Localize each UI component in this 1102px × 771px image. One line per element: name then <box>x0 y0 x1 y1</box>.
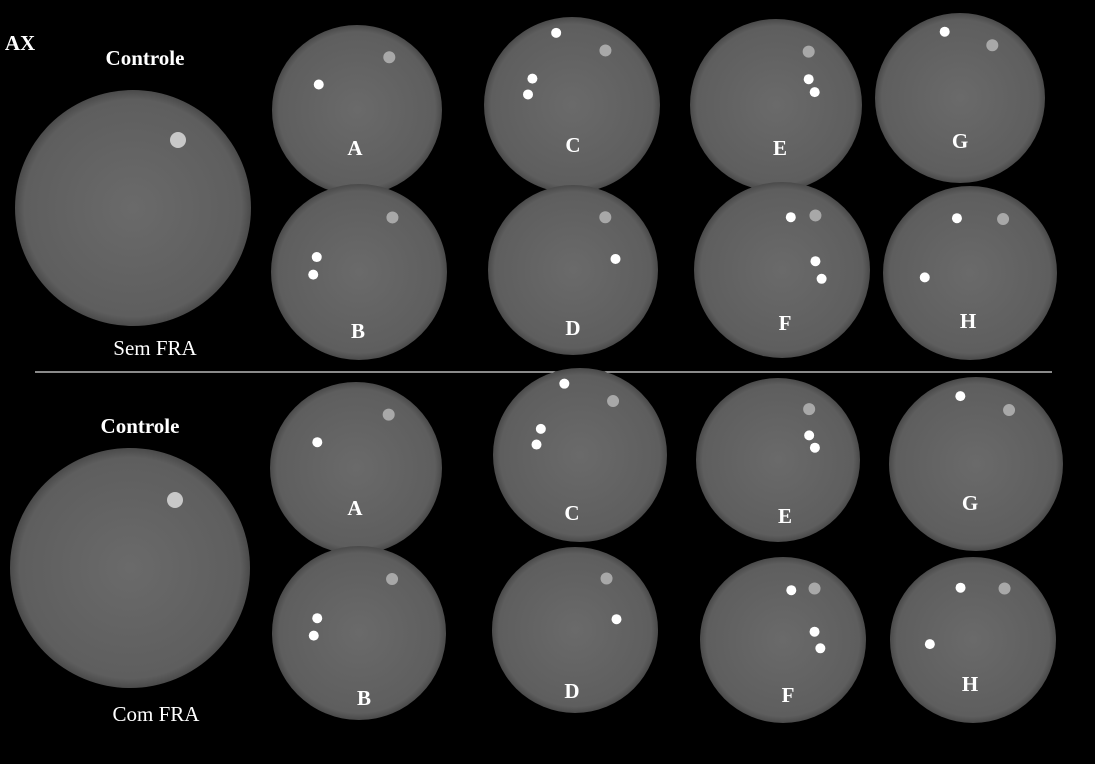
metal-marker <box>308 270 318 280</box>
metal-marker <box>559 379 569 389</box>
control-scan <box>10 448 250 688</box>
bead <box>803 403 815 415</box>
scan <box>890 557 1056 723</box>
metal-marker <box>312 613 322 623</box>
panel-label: H <box>962 672 978 696</box>
metal-marker <box>527 74 537 84</box>
bead <box>599 211 611 223</box>
metal-marker <box>532 440 542 450</box>
group-title: Controle <box>106 46 185 70</box>
scan <box>889 377 1063 551</box>
figure: AX Controle Sem FRA A C E G B D F H Controle Com FR… <box>0 0 1102 771</box>
panel-label: E <box>778 504 792 528</box>
group-caption: Com FRA <box>113 702 201 726</box>
panel-label: A <box>347 136 363 160</box>
bead <box>1003 404 1015 416</box>
metal-marker <box>786 585 796 595</box>
scan <box>690 19 862 191</box>
metal-marker <box>523 89 533 99</box>
panel-label: H <box>960 309 976 333</box>
bead <box>803 46 815 58</box>
metal-marker <box>312 437 322 447</box>
panel-label: F <box>779 311 792 335</box>
scan <box>272 25 442 195</box>
control-scan <box>15 90 251 326</box>
panel-label: C <box>565 133 580 157</box>
panel-label: E <box>773 136 787 160</box>
metal-marker <box>551 28 561 38</box>
scan <box>875 13 1045 183</box>
bead <box>997 213 1009 225</box>
panel-label: F <box>782 683 795 707</box>
bead <box>599 44 611 56</box>
metal-marker <box>810 87 820 97</box>
bead <box>383 51 395 63</box>
scan <box>484 17 660 193</box>
metal-marker <box>612 614 622 624</box>
group-title: Controle <box>101 414 180 438</box>
metal-marker <box>611 254 621 264</box>
scan <box>493 368 667 542</box>
metal-marker <box>952 213 962 223</box>
panel-label: D <box>565 316 580 340</box>
bead <box>383 409 395 421</box>
metal-marker <box>810 627 820 637</box>
metal-marker <box>956 583 966 593</box>
panel-label: B <box>357 686 371 710</box>
control-bead <box>167 492 183 508</box>
page: AX Controle Sem FRA A C E G B D F H Controle Com FR… <box>0 0 1102 771</box>
panel-label: G <box>962 491 978 515</box>
bead <box>386 211 398 223</box>
bead <box>601 573 613 585</box>
bead <box>607 395 619 407</box>
metal-marker <box>810 443 820 453</box>
scan <box>883 186 1057 360</box>
bead <box>809 583 821 595</box>
panel-label: C <box>564 501 579 525</box>
control-bead <box>170 132 186 148</box>
panel-label: B <box>351 319 365 343</box>
panel-label: G <box>952 129 968 153</box>
metal-marker <box>925 639 935 649</box>
metal-marker <box>786 212 796 222</box>
bead <box>999 583 1011 595</box>
metal-marker <box>817 274 827 284</box>
panel-label: D <box>564 679 579 703</box>
panel-label: A <box>347 496 363 520</box>
metal-marker <box>815 643 825 653</box>
corner-label: AX <box>5 31 35 55</box>
metal-marker <box>940 27 950 37</box>
bead <box>386 573 398 585</box>
metal-marker <box>312 252 322 262</box>
metal-marker <box>309 631 319 641</box>
metal-marker <box>804 430 814 440</box>
scan <box>270 382 442 554</box>
bead <box>986 39 998 51</box>
metal-marker <box>955 391 965 401</box>
metal-marker <box>314 80 324 90</box>
bead <box>809 209 821 221</box>
metal-marker <box>804 74 814 84</box>
metal-marker <box>536 424 546 434</box>
metal-marker <box>920 272 930 282</box>
metal-marker <box>810 256 820 266</box>
group-caption: Sem FRA <box>113 336 197 360</box>
